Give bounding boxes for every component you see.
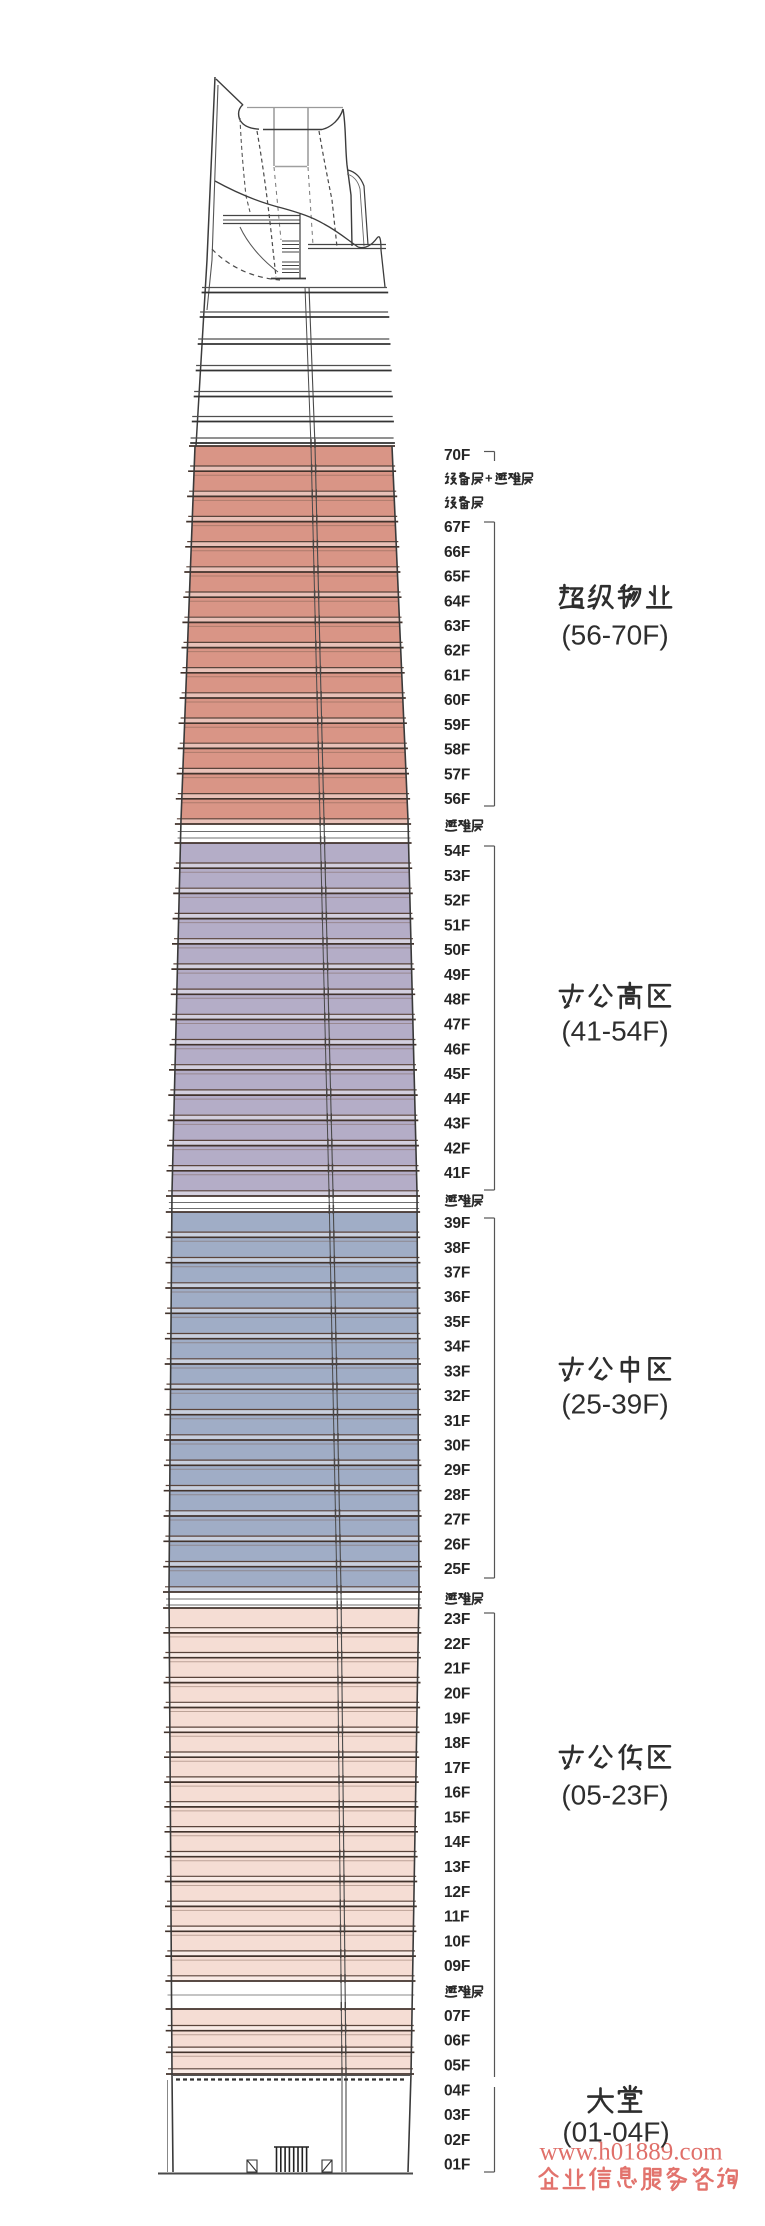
svg-text:67F: 67F	[444, 519, 470, 536]
svg-text:43F: 43F	[444, 1116, 470, 1133]
svg-text:12F: 12F	[444, 1884, 470, 1901]
svg-text:47F: 47F	[444, 1016, 470, 1033]
svg-text:35F: 35F	[444, 1314, 470, 1331]
svg-text:21F: 21F	[444, 1661, 470, 1678]
svg-text:53F: 53F	[444, 868, 470, 885]
svg-text:10F: 10F	[444, 1933, 470, 1950]
svg-text:64F: 64F	[444, 593, 470, 610]
svg-text:32F: 32F	[444, 1388, 470, 1405]
svg-text:45F: 45F	[444, 1066, 470, 1083]
svg-text:28F: 28F	[444, 1487, 470, 1504]
svg-text:(05-23F): (05-23F)	[561, 1779, 668, 1810]
svg-text:02F: 02F	[444, 2132, 470, 2149]
svg-text:59F: 59F	[444, 717, 470, 734]
svg-text:19F: 19F	[444, 1710, 470, 1727]
svg-text:46F: 46F	[444, 1041, 470, 1058]
svg-text:(41-54F): (41-54F)	[561, 1015, 668, 1046]
svg-text:66F: 66F	[444, 544, 470, 561]
svg-text:39F: 39F	[444, 1215, 470, 1232]
svg-text:27F: 27F	[444, 1512, 470, 1529]
svg-text:60F: 60F	[444, 692, 470, 709]
svg-text:20F: 20F	[444, 1685, 470, 1702]
svg-text:(25-39F): (25-39F)	[561, 1388, 668, 1419]
svg-text:44F: 44F	[444, 1091, 470, 1108]
svg-text:62F: 62F	[444, 643, 470, 660]
svg-text:54F: 54F	[444, 843, 470, 860]
svg-text:70F: 70F	[444, 447, 470, 464]
svg-text:56F: 56F	[444, 791, 470, 808]
svg-text:50F: 50F	[444, 942, 470, 959]
svg-text:38F: 38F	[444, 1240, 470, 1257]
svg-text:30F: 30F	[444, 1437, 470, 1454]
svg-text:(56-70F): (56-70F)	[561, 619, 668, 650]
svg-text:15F: 15F	[444, 1809, 470, 1826]
svg-text:33F: 33F	[444, 1363, 470, 1380]
svg-text:04F: 04F	[444, 2082, 470, 2099]
svg-text:25F: 25F	[444, 1561, 470, 1578]
svg-text:41F: 41F	[444, 1165, 470, 1182]
svg-text:18F: 18F	[444, 1735, 470, 1752]
svg-text:17F: 17F	[444, 1760, 470, 1777]
svg-text:01F: 01F	[444, 2157, 470, 2174]
svg-text:16F: 16F	[444, 1785, 470, 1802]
svg-text:36F: 36F	[444, 1289, 470, 1306]
svg-text:42F: 42F	[444, 1140, 470, 1157]
svg-text:26F: 26F	[444, 1536, 470, 1553]
svg-text:57F: 57F	[444, 766, 470, 783]
svg-text:51F: 51F	[444, 917, 470, 934]
svg-text:52F: 52F	[444, 893, 470, 910]
svg-text:29F: 29F	[444, 1462, 470, 1479]
svg-text:14F: 14F	[444, 1834, 470, 1851]
svg-text:(01-04F): (01-04F)	[562, 2116, 669, 2147]
svg-text:65F: 65F	[444, 569, 470, 586]
svg-text:63F: 63F	[444, 618, 470, 635]
svg-text:31F: 31F	[444, 1413, 470, 1430]
svg-text:23F: 23F	[444, 1611, 470, 1628]
svg-text:+: +	[485, 470, 493, 485]
svg-text:05F: 05F	[444, 2057, 470, 2074]
svg-text:48F: 48F	[444, 992, 470, 1009]
svg-text:37F: 37F	[444, 1264, 470, 1281]
svg-text:03F: 03F	[444, 2107, 470, 2124]
svg-text:07F: 07F	[444, 2008, 470, 2025]
svg-text:58F: 58F	[444, 742, 470, 759]
svg-text:34F: 34F	[444, 1339, 470, 1356]
svg-text:22F: 22F	[444, 1636, 470, 1653]
svg-text:11F: 11F	[444, 1909, 469, 1926]
svg-text:13F: 13F	[444, 1859, 470, 1876]
svg-text:61F: 61F	[444, 667, 470, 684]
svg-text:49F: 49F	[444, 967, 470, 984]
svg-text:09F: 09F	[444, 1958, 470, 1975]
svg-text:06F: 06F	[444, 2033, 470, 2050]
svg-text:www.h01889.com: www.h01889.com	[539, 2139, 723, 2166]
